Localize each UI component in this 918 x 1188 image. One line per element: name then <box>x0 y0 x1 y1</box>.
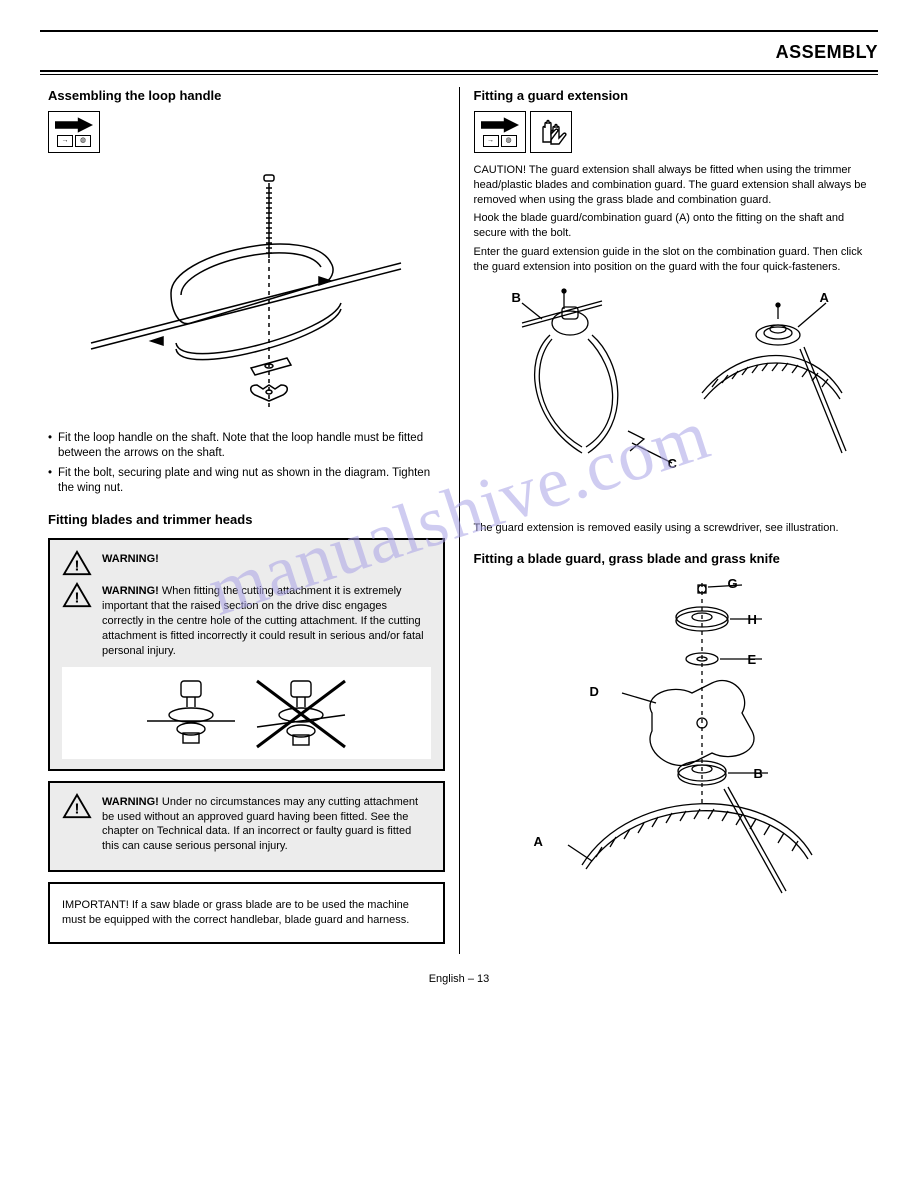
blade-exploded-figure: G H E D B A <box>474 575 871 895</box>
stop-glove-icon-row: → ◍ <box>474 111 871 153</box>
figure-label-g: G <box>728 575 738 593</box>
left-bullet-1: Fit the loop handle on the shaft. Note t… <box>48 431 445 462</box>
warning-box-1: ! WARNING! ! WARNING! When fitting the c… <box>48 538 445 770</box>
right-text3: The guard extension is removed easily us… <box>474 521 871 536</box>
blade-comparison-figure <box>62 667 431 759</box>
stop-icon: → ◍ <box>474 111 526 153</box>
rule-mid1 <box>40 70 878 72</box>
important-text: IMPORTANT! If a saw blade or grass blade… <box>62 898 431 928</box>
mini-stop-icon: ◍ <box>501 135 517 147</box>
blade-wrong-icon <box>251 673 351 753</box>
blade-correct-icon <box>141 673 241 753</box>
figure-label-c: C <box>668 455 677 473</box>
figure-label-e: E <box>748 651 757 669</box>
right-column: Fitting a guard extension → ◍ <box>460 87 879 953</box>
stop-icon-row: → ◍ <box>48 111 445 153</box>
left-column: Assembling the loop handle → ◍ <box>40 87 460 953</box>
right-text1: Hook the blade guard/combination guard (… <box>474 211 871 241</box>
rule-top <box>40 30 878 32</box>
loop-handle-figure <box>48 163 445 423</box>
figure-label-b2: B <box>754 765 763 783</box>
right-text2: Enter the guard extension guide in the s… <box>474 245 871 275</box>
section-title: ASSEMBLY <box>40 40 878 64</box>
warning-2-text: WARNING! When fitting the cutting attach… <box>102 582 431 658</box>
gloves-icon <box>530 111 572 153</box>
arrow-icon <box>55 117 93 133</box>
mini-arrow-icon: → <box>57 135 73 147</box>
figure-label-h: H <box>748 611 757 629</box>
left-bullet-2: Fit the bolt, securing plate and wing nu… <box>48 466 445 497</box>
footer-page: – 13 <box>468 973 489 985</box>
right-caution: CAUTION! The guard extension shall alway… <box>474 163 871 208</box>
figure-label-b: B <box>512 289 521 307</box>
rule-mid2 <box>40 74 878 75</box>
figure-label-a: A <box>820 289 829 307</box>
footer-lang: English <box>429 973 465 985</box>
left-heading: Assembling the loop handle <box>48 87 445 105</box>
guard-extension-figure: B A C <box>474 283 871 513</box>
warning-triangle-icon: ! <box>62 793 92 819</box>
important-box: IMPORTANT! If a saw blade or grass blade… <box>48 882 445 944</box>
stop-icon: → ◍ <box>48 111 100 153</box>
figure-label-d: D <box>590 683 599 701</box>
warning-triangle-icon: ! <box>62 582 92 608</box>
arrow-icon <box>481 117 519 133</box>
mini-arrow-icon: → <box>483 135 499 147</box>
warning-box-2: ! WARNING! Under no circumstances may an… <box>48 781 445 872</box>
left-sub2: Fitting blades and trimmer heads <box>48 511 445 529</box>
warning-triangle-icon: ! <box>62 550 92 576</box>
svg-text:!: ! <box>75 559 80 575</box>
mini-stop-icon: ◍ <box>75 135 91 147</box>
svg-text:!: ! <box>75 591 80 607</box>
warning-3-text: WARNING! Under no circumstances may any … <box>102 793 431 854</box>
svg-text:!: ! <box>75 801 80 817</box>
right-sub2: Fitting a blade guard, grass blade and g… <box>474 550 871 568</box>
figure-label-a2: A <box>534 833 543 851</box>
warning-1-text: WARNING! <box>102 550 431 567</box>
right-heading: Fitting a guard extension <box>474 87 871 105</box>
